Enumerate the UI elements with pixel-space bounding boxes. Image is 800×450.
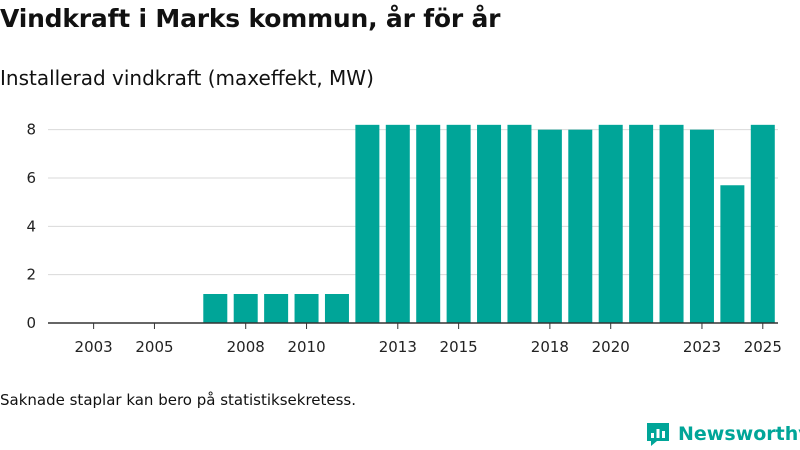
bar-2022 [659, 124, 684, 323]
y-tick-label: 4 [26, 217, 36, 235]
bar-2024 [720, 185, 745, 323]
bar-2019 [568, 129, 593, 323]
chart-subtitle: Installerad vindkraft (maxeffekt, MW) [0, 66, 374, 90]
x-tick-label: 2013 [379, 338, 417, 356]
bar-2020 [598, 124, 623, 323]
bar-2021 [629, 124, 654, 323]
bar-2014 [416, 124, 441, 323]
x-tick-label: 2003 [75, 338, 113, 356]
x-tick-label: 2005 [135, 338, 173, 356]
bar-2017 [507, 124, 532, 323]
gridlines [48, 129, 778, 276]
bar-2015 [446, 124, 471, 323]
bar-2010 [294, 294, 319, 323]
y-tick-label: 2 [26, 266, 36, 284]
y-tick-label: 8 [26, 121, 36, 139]
chart-title: Vindkraft i Marks kommun, år för år [0, 4, 501, 33]
bar-2011 [324, 294, 349, 323]
y-tick-label: 0 [26, 314, 36, 332]
footnote: Saknade staplar kan bero på statistiksek… [0, 391, 357, 409]
bar-2007 [203, 294, 228, 323]
x-tick-label: 2020 [592, 338, 630, 356]
bar-2009 [264, 294, 289, 323]
brand-name: Newsworthy [678, 423, 800, 445]
y-tick-label: 6 [26, 169, 36, 187]
newsworthy-logo-icon [647, 423, 669, 446]
bar-2013 [385, 124, 410, 323]
bar-2018 [537, 129, 562, 323]
bar-2025 [750, 124, 775, 323]
bars [203, 124, 775, 323]
x-tick-label: 2010 [287, 338, 325, 356]
bar-2008 [233, 294, 258, 323]
newsworthy-brand[interactable]: Newsworthy [644, 420, 800, 448]
x-tick-label: 2025 [744, 338, 782, 356]
axes: 0 2 4 6 8 2003 2005 2008 2010 2013 2015 2018 2020 202… [26, 121, 781, 356]
bar-2016 [477, 124, 502, 323]
bar-2023 [689, 129, 714, 323]
bar-2012 [355, 124, 380, 323]
x-tick-label: 2008 [227, 338, 265, 356]
x-tick-label: 2018 [531, 338, 569, 356]
x-tick-label: 2015 [440, 338, 478, 356]
x-tick-label: 2023 [683, 338, 721, 356]
